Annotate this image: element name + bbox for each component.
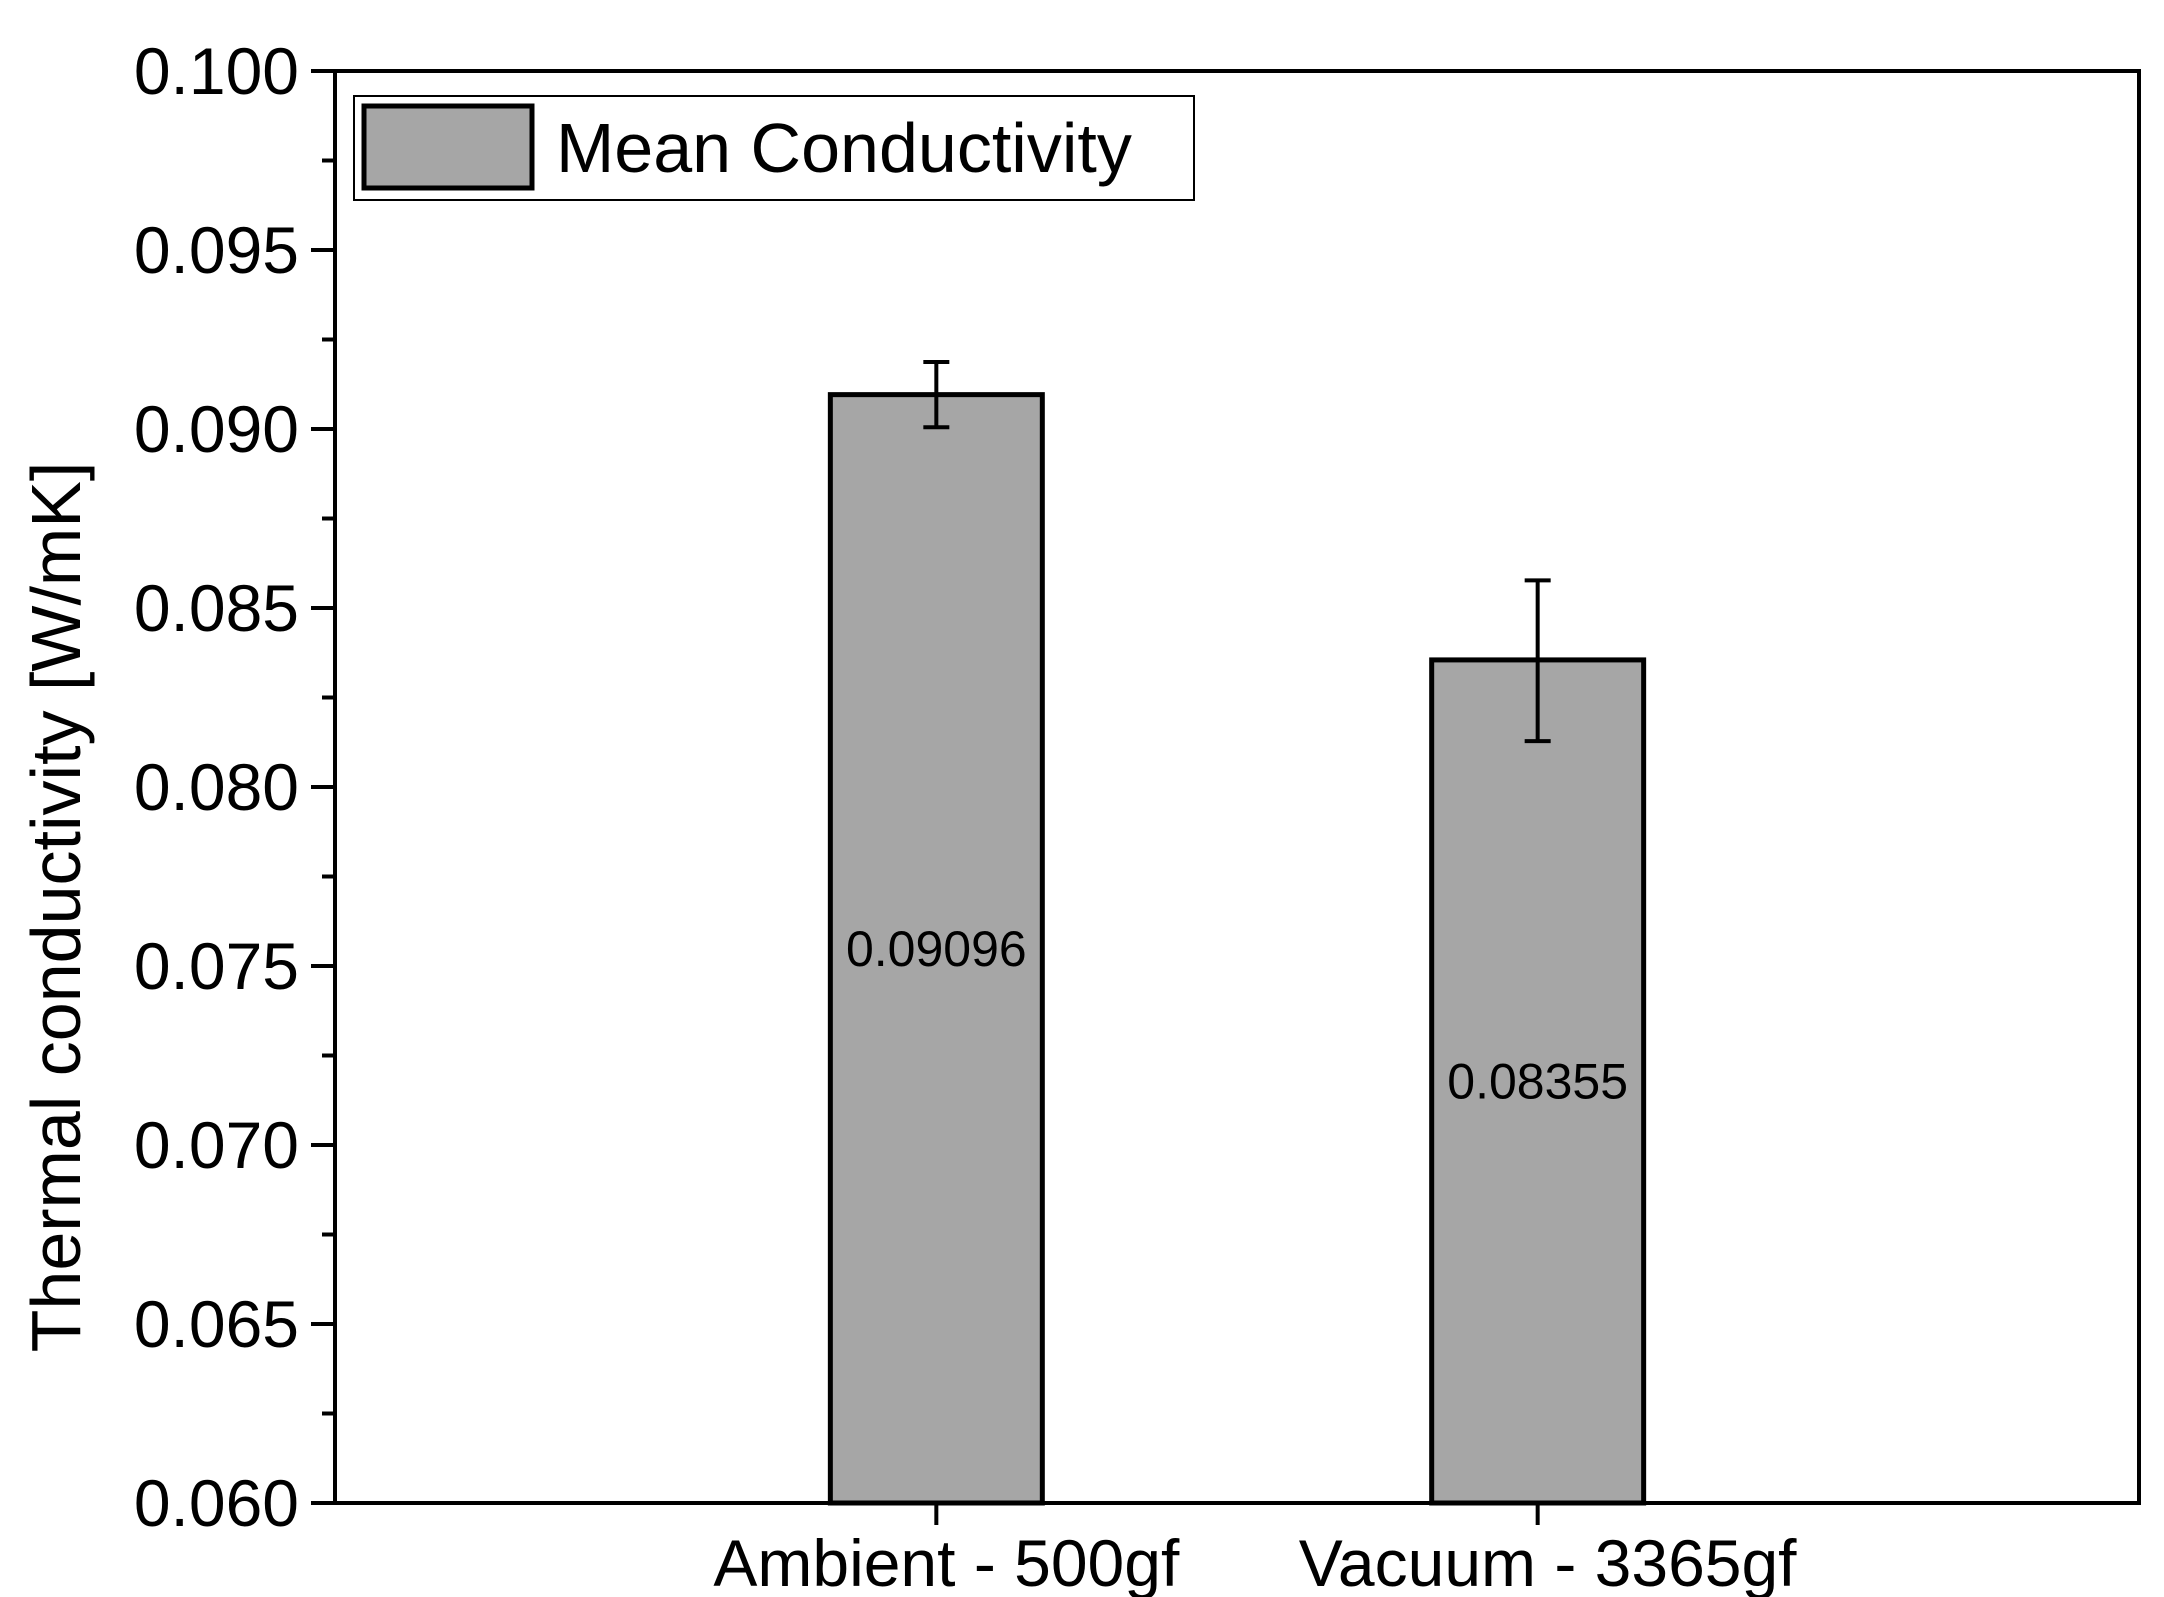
x-tick-label: Ambient - 500gf [713, 1526, 1180, 1597]
y-tick-label: 0.060 [134, 1466, 299, 1540]
y-tick-label: 0.080 [134, 750, 299, 824]
bar-data-label: 0.08355 [1447, 1053, 1628, 1109]
y-tick-label: 0.095 [134, 213, 299, 287]
legend-swatch [361, 103, 535, 191]
plot-area [333, 69, 2141, 1505]
y-tick-label: 0.085 [134, 571, 299, 645]
legend: Mean Conductivity [353, 95, 1195, 201]
y-tick-label: 0.065 [134, 1287, 299, 1361]
bar-data-label: 0.09096 [846, 921, 1027, 977]
x-tick-label: Vacuum - 3365gf [1299, 1526, 1797, 1597]
y-tick-label: 0.100 [134, 34, 299, 108]
bars: 0.09096 0.08355 [827, 360, 1647, 1506]
y-tick-label: 0.075 [134, 929, 299, 1003]
y-tick-label: 0.070 [134, 1108, 299, 1182]
legend-label: Mean Conductivity [556, 109, 1132, 187]
y-axis-title: Thermal conductivity [W/mK] [17, 462, 95, 1353]
bar [1429, 657, 1647, 1506]
axis-ticks: 0.060 0.065 0.070 0.075 0.080 0.085 0.090 0.095… [134, 34, 1797, 1597]
y-tick-label: 0.090 [134, 392, 299, 466]
